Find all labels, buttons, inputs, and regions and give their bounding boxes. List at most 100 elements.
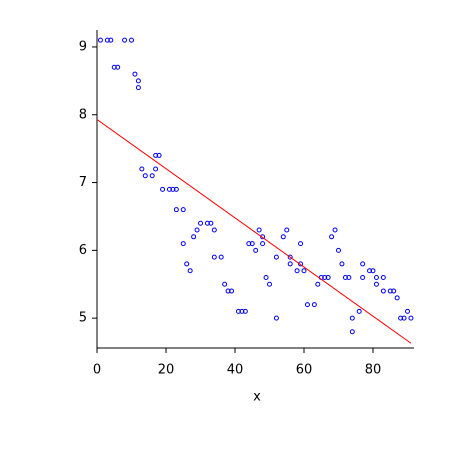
point: [315, 281, 321, 287]
point: [360, 274, 366, 280]
point: [180, 207, 186, 213]
point: [273, 315, 279, 321]
point: [373, 274, 379, 280]
point: [287, 254, 293, 260]
point: [180, 241, 186, 247]
point: [298, 241, 304, 247]
point: [349, 315, 355, 321]
x-tick-label: 0: [93, 363, 101, 378]
point: [139, 166, 145, 172]
point: [160, 186, 166, 192]
point: [218, 254, 224, 260]
point: [408, 315, 414, 321]
point: [370, 268, 376, 274]
x-tick-label: 80: [365, 363, 382, 378]
point: [211, 227, 217, 233]
point: [194, 227, 200, 233]
point: [235, 308, 241, 314]
point: [294, 268, 300, 274]
point: [280, 234, 286, 240]
point: [342, 274, 348, 280]
x-tick-label: 40: [227, 363, 244, 378]
point: [153, 166, 159, 172]
point: [122, 37, 128, 43]
point: [115, 64, 121, 70]
y-tick-label: 6: [79, 243, 87, 258]
x-axis-label: x: [253, 390, 261, 405]
point: [284, 227, 290, 233]
point: [349, 329, 355, 335]
point: [356, 308, 362, 314]
point: [380, 288, 386, 294]
point: [329, 234, 335, 240]
point: [142, 173, 148, 179]
point: [173, 186, 179, 192]
point: [132, 71, 138, 77]
point: [253, 247, 259, 253]
point: [322, 274, 328, 280]
point: [211, 254, 217, 260]
point: [256, 227, 262, 233]
point: [191, 234, 197, 240]
fit-line: [96, 119, 412, 344]
point: [198, 220, 203, 226]
point: [229, 288, 235, 294]
point: [373, 281, 379, 287]
y-tick-label: 8: [79, 107, 87, 122]
y-tick-label: 5: [79, 311, 87, 326]
x-tick-label: 60: [296, 363, 313, 378]
point: [336, 247, 341, 253]
point: [97, 37, 103, 43]
point: [135, 78, 141, 84]
point: [263, 274, 269, 280]
point: [242, 308, 248, 314]
point: [273, 254, 279, 260]
x-tick-label: 20: [158, 363, 175, 378]
point: [225, 288, 231, 294]
point: [346, 274, 352, 280]
point: [208, 220, 214, 226]
point: [301, 268, 307, 274]
point: [184, 261, 190, 267]
point: [304, 302, 310, 308]
y-tick-label: 9: [79, 39, 87, 54]
point: [111, 64, 117, 70]
point: [187, 268, 193, 274]
point: [298, 261, 304, 267]
point: [260, 234, 266, 240]
point: [173, 207, 179, 213]
point: [360, 261, 366, 267]
point: [204, 220, 210, 226]
point: [129, 37, 134, 43]
point: [166, 186, 172, 192]
point: [311, 302, 317, 308]
point: [405, 308, 410, 314]
point: [149, 173, 155, 179]
point: [135, 85, 141, 91]
point: [367, 268, 373, 274]
point: [339, 261, 345, 267]
point: [391, 288, 397, 294]
point: [401, 315, 407, 321]
point: [325, 274, 331, 280]
point: [104, 37, 110, 43]
point: [260, 241, 266, 247]
point: [108, 37, 114, 43]
point: [249, 241, 255, 247]
point: [170, 186, 176, 192]
point: [267, 281, 272, 287]
point: [398, 315, 404, 321]
point: [153, 152, 159, 158]
point: [239, 308, 245, 314]
point: [332, 227, 338, 233]
point: [394, 295, 400, 301]
point: [380, 274, 386, 280]
point: [387, 288, 393, 294]
point: [246, 241, 252, 247]
point: [287, 261, 293, 267]
point: [156, 152, 162, 158]
point: [222, 281, 228, 287]
y-tick-label: 7: [79, 175, 87, 190]
